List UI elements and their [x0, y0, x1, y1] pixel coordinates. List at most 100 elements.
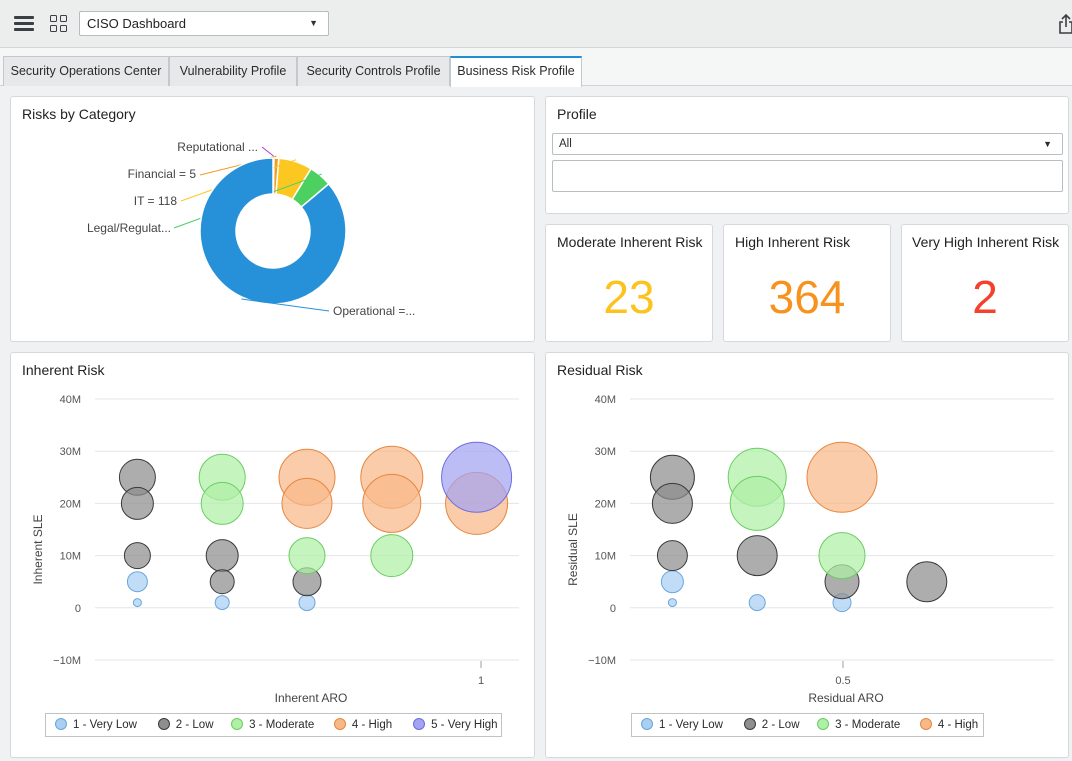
bubble-point[interactable]: [818, 532, 866, 580]
kpi-very-high-inherent-risk[interactable]: Very High Inherent Risk 2: [901, 224, 1069, 342]
tab-security-controls-profile[interactable]: Security Controls Profile: [297, 56, 450, 86]
bubble-point[interactable]: [205, 539, 239, 573]
legend-label: 5 - Very High: [431, 719, 498, 731]
legend-item[interactable]: 3 - Moderate: [817, 718, 900, 734]
tab-security-operations-center[interactable]: Security Operations Center: [3, 56, 169, 86]
y-tick-label: 30M: [595, 446, 616, 458]
legend-item[interactable]: 5 - Very High: [413, 718, 498, 734]
top-bar: CISO Dashboard ▼: [0, 0, 1072, 48]
share-icon[interactable]: [1058, 14, 1072, 34]
inherent-risk-chart: 40M 30M 20M 10M 0 −10M 1 Inherent ARO Inherent S…: [31, 394, 519, 705]
bubble-point[interactable]: [120, 486, 154, 520]
kpi-label: Moderate Inherent Risk: [557, 234, 703, 250]
bubble-point[interactable]: [370, 534, 414, 578]
profile-select-value: All: [559, 138, 572, 150]
y-tick-label: 30M: [60, 446, 81, 458]
legend-swatch: [55, 718, 67, 730]
risks-by-category-title: Risks by Category: [22, 106, 136, 122]
residual-risk-card: Residual Risk 40M 30M 20M 10M 0 −10M 0.5 Residu…: [545, 352, 1069, 758]
legend-item[interactable]: 3 - Moderate: [231, 718, 314, 734]
kpi-moderate-inherent-risk[interactable]: Moderate Inherent Risk 23: [545, 224, 713, 342]
bubble-point[interactable]: [736, 535, 778, 577]
bubble-point[interactable]: [667, 598, 677, 608]
donut-label: Financial = 5: [128, 167, 197, 181]
legend-label: 3 - Moderate: [835, 719, 901, 731]
kpi-value: 23: [603, 271, 655, 323]
kpi-label: Very High Inherent Risk: [912, 234, 1060, 250]
kpi-high-inherent-risk[interactable]: High Inherent Risk 364: [723, 224, 891, 342]
legend-swatch: [231, 718, 244, 730]
bubble-point[interactable]: [132, 598, 142, 608]
inherent-risk-title: Inherent Risk: [22, 362, 105, 378]
y-tick-label: 0: [610, 603, 616, 615]
bubble-point[interactable]: [281, 477, 333, 529]
legend-label: 4 - High: [351, 719, 393, 731]
y-axis-label: Residual SLE: [566, 513, 580, 586]
y-tick-label: 20M: [595, 498, 616, 510]
bubble-point[interactable]: [441, 441, 513, 513]
profile-filter-input[interactable]: [552, 160, 1063, 192]
legend-item[interactable]: 2 - Low: [157, 718, 214, 734]
kpi-value: 2: [972, 271, 998, 323]
legend-item[interactable]: 2 - Low: [743, 718, 800, 734]
bubble-point[interactable]: [209, 569, 235, 595]
donut-label: IT = 118: [134, 194, 178, 208]
donut-label: Operational =...: [333, 304, 415, 318]
legend-item[interactable]: 4 - High: [333, 718, 393, 734]
tab-business-risk-profile[interactable]: Business Risk Profile: [450, 56, 582, 87]
y-tick-label: −10M: [53, 655, 81, 667]
legend-label: 2 - Low: [175, 719, 214, 731]
donut-label: Legal/Regulat...: [87, 221, 171, 235]
legend-item[interactable]: 4 - High: [919, 718, 978, 734]
residual-risk-title: Residual Risk: [557, 362, 643, 378]
legend-label: 2 - Low: [761, 719, 800, 731]
dashboard-select[interactable]: CISO Dashboard ▼: [79, 11, 329, 36]
tab-vulnerability-profile[interactable]: Vulnerability Profile: [169, 56, 297, 86]
legend-swatch: [919, 718, 932, 730]
legend-swatch: [817, 718, 830, 730]
bubble-point[interactable]: [748, 594, 766, 612]
grid-icon[interactable]: [50, 15, 68, 33]
risks-by-category-card: Risks by Category Reputational ... Financ…: [10, 96, 535, 342]
bubble-point[interactable]: [298, 594, 316, 612]
inherent-risk-card: Inherent Risk 40M 30M 20M 10M 0 −10M 1 Inherent…: [10, 352, 535, 758]
bubble-point[interactable]: [288, 537, 326, 575]
legend-label: 3 - Moderate: [249, 719, 315, 731]
legend-label: 1 - Very Low: [659, 719, 723, 731]
bubble-point[interactable]: [656, 540, 688, 572]
legend-item[interactable]: 1 - Very Low: [55, 718, 137, 734]
legend-swatch: [743, 718, 756, 730]
bubble-point[interactable]: [906, 561, 948, 603]
kpi-value: 364: [768, 271, 846, 323]
bubble-point[interactable]: [200, 481, 244, 525]
bubble-point[interactable]: [123, 542, 151, 570]
x-axis-label: Residual ARO: [808, 691, 883, 705]
inherent-risk-legend: 1 - Very Low 2 - Low 3 - Moderate 4 - High 5…: [45, 713, 502, 737]
bubble-point[interactable]: [651, 482, 693, 524]
bubble-point[interactable]: [362, 473, 422, 533]
bubble-point[interactable]: [729, 475, 785, 531]
legend-swatch: [157, 718, 170, 730]
bubble-point[interactable]: [806, 441, 878, 513]
legend-label: 1 - Very Low: [73, 719, 137, 731]
profile-card: Profile All ▼: [545, 96, 1069, 214]
menu-icon[interactable]: [14, 16, 34, 32]
y-axis-label: Inherent SLE: [31, 514, 45, 584]
residual-risk-legend: 1 - Very Low 2 - Low 3 - Moderate 4 - High: [631, 713, 984, 737]
bubble-point[interactable]: [214, 595, 230, 611]
legend-item[interactable]: 1 - Very Low: [641, 718, 723, 734]
profile-title: Profile: [557, 106, 597, 122]
x-axis-label: Inherent ARO: [275, 691, 348, 705]
legend-swatch: [333, 718, 346, 730]
profile-select[interactable]: All ▼: [552, 133, 1063, 155]
bubble-point[interactable]: [126, 571, 148, 593]
bubble-point[interactable]: [660, 570, 684, 594]
y-tick-label: 40M: [60, 394, 81, 406]
donut-label: Reputational ...: [177, 140, 258, 154]
y-tick-label: 10M: [595, 551, 616, 563]
chevron-down-icon: ▼: [309, 18, 318, 28]
donut-leader-line: [261, 146, 274, 157]
y-tick-label: 20M: [60, 498, 81, 510]
donut-slice[interactable]: [199, 157, 347, 305]
x-tick-label: 1: [478, 675, 484, 687]
